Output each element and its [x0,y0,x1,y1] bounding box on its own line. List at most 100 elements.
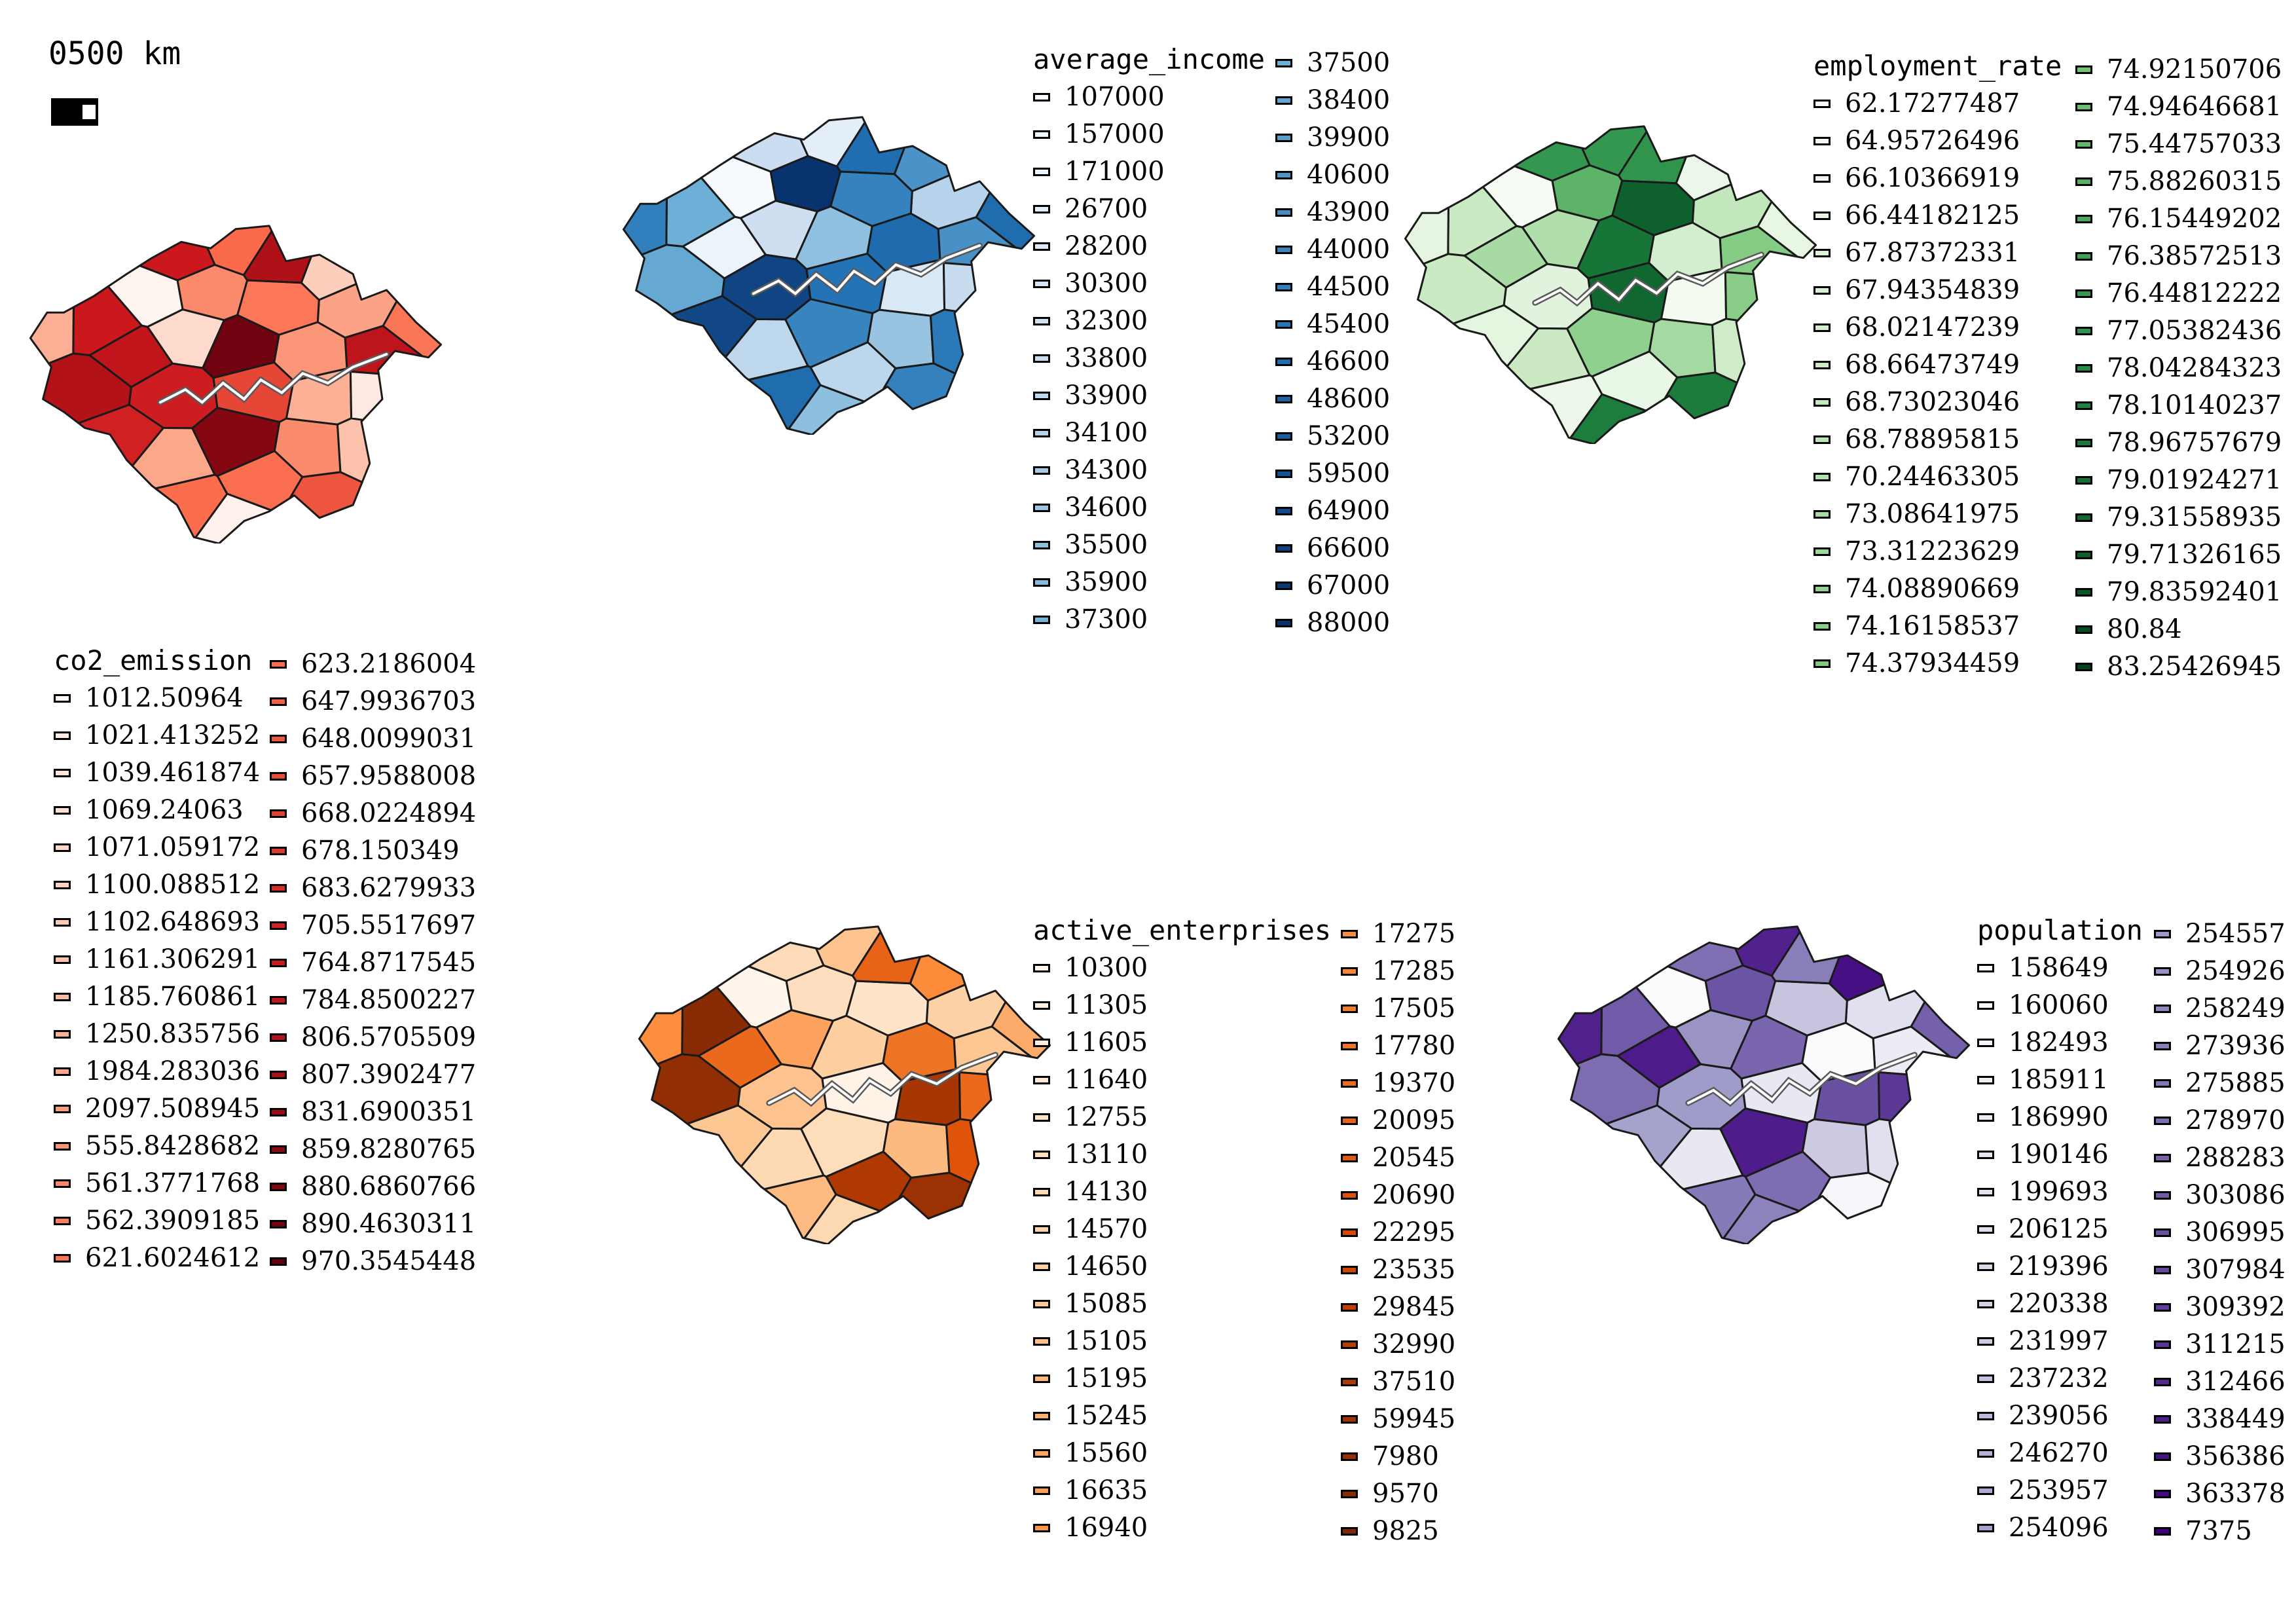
legend-swatch [1033,204,1050,213]
legend-item: 14650 [1033,1248,1148,1285]
legend-label: 338449 [2185,1404,2286,1434]
borough [1722,1193,1800,1244]
legend-swatch [54,955,71,964]
legend-swatch [1275,357,1292,366]
legend-swatch [1033,1374,1050,1383]
legend-item: 17285 [1341,953,1455,989]
borough [1757,200,1817,259]
legend-swatch [1977,1486,1994,1495]
legend-item: 23535 [1341,1251,1455,1288]
legend-swatch [1341,1228,1358,1237]
legend-swatch [270,1107,287,1116]
legend-item: 33800 [1033,340,1148,377]
legend-swatch [1033,963,1050,972]
legend-label: 28200 [1065,231,1148,261]
thames-river-highlight [1533,253,1763,305]
borough [697,1025,782,1089]
legend-label: 76.15449202 [2107,204,2282,234]
legend-item: 254557 [2154,915,2286,952]
legend-label: 273936 [2185,1031,2286,1061]
borough [1452,304,1539,367]
legend-item: 647.9936703 [270,683,476,720]
legend-item: 68.73023046 [1813,384,2020,420]
legend-label: 75.88260315 [2107,166,2282,196]
legend-swatch [1813,509,1831,519]
legend-item: 79.31558935 [2075,499,2282,536]
legend-swatch [54,805,71,815]
legend-item: 37500 [1275,45,1390,81]
legend-label: 88000 [1307,608,1391,638]
legend-label: 7980 [1372,1441,1439,1471]
legend-label: 657.9588008 [301,761,477,791]
legend-label: 74.94646681 [2107,92,2282,122]
legend-swatch [270,958,287,967]
legend-label: 78.10140237 [2107,390,2282,420]
legend-item: 67.87372331 [1813,234,2020,271]
legend-swatch [54,1141,71,1151]
legend-swatch [1033,1486,1050,1495]
legend-item: 17780 [1341,1027,1455,1064]
legend-item: 59945 [1341,1401,1455,1437]
legend-swatch [1033,540,1050,549]
legend-label: 312466 [2185,1367,2286,1397]
legend-item: 764.8717545 [270,944,476,981]
legend-swatch [270,1070,287,1079]
legend-item: 160060 [1977,987,2109,1024]
legend-item: 253957 [1977,1472,2109,1509]
legend-item: 67000 [1275,567,1390,604]
legend-swatch [1813,248,1831,257]
borough [1730,1014,1808,1080]
map-co2-emission [26,223,445,544]
legend-item: 64900 [1275,492,1390,529]
legend-swatch [54,917,71,927]
borough [942,262,977,312]
legend-item: 1984.283036 [54,1053,260,1090]
legend-item: 76.15449202 [2075,200,2282,237]
legend-label: 278970 [2185,1105,2286,1135]
legend-item: 2097.508945 [54,1090,260,1127]
legend-label: 307984 [2185,1255,2286,1285]
borough [202,314,280,379]
legend-swatch [1275,581,1292,590]
borough [139,240,216,282]
legend-item: 16940 [1033,1509,1148,1546]
legend-label: 44000 [1307,234,1391,265]
thames-river-highlight [158,352,388,405]
legend-item: 185911 [1977,1061,2109,1098]
legend-swatch [270,734,287,743]
legend-item: 15560 [1033,1435,1148,1471]
legend-item: 40600 [1275,157,1390,193]
legend-swatch [1033,1113,1050,1122]
borough [88,324,173,388]
legend-swatch [1033,466,1050,475]
legend-item: 79.83592401 [2075,574,2282,610]
legend-label: 70.24463305 [1845,462,2020,492]
legend-item: 970.3545448 [270,1243,476,1280]
legend-item: 76.38572513 [2075,238,2282,274]
legend-item: 59500 [1275,455,1390,492]
legend-item: 199693 [1977,1173,2109,1210]
legend-swatch [2154,1526,2171,1536]
legend-item: 74.92150706 [2075,51,2282,88]
legend-item: 22295 [1341,1214,1455,1251]
legend-item: 309392 [2154,1289,2286,1325]
legend-swatch [1033,1449,1050,1458]
legend-label: 561.3771768 [85,1168,261,1198]
legend-item: 74.08890669 [1813,570,2020,607]
borough [382,300,443,359]
legend-item: 1102.648693 [54,904,260,940]
legend-swatch [2154,1228,2171,1237]
legend-swatch [1275,58,1292,67]
legend-swatch [1341,1452,1358,1461]
legend-label: 254096 [2009,1513,2109,1543]
legend-item: 88000 [1275,604,1390,641]
legend-label: 9825 [1372,1516,1439,1546]
legend-swatch [1813,584,1831,593]
legend-item: 11305 [1033,987,1148,1024]
legend-label: 246270 [2009,1438,2109,1468]
legend-swatch [1341,1265,1358,1274]
legend-label: 621.6024612 [85,1243,261,1273]
legend-item: 64.95726496 [1813,122,2020,159]
legend-label: 19370 [1372,1068,1456,1098]
choropleth-employment-rate [1404,125,1817,444]
